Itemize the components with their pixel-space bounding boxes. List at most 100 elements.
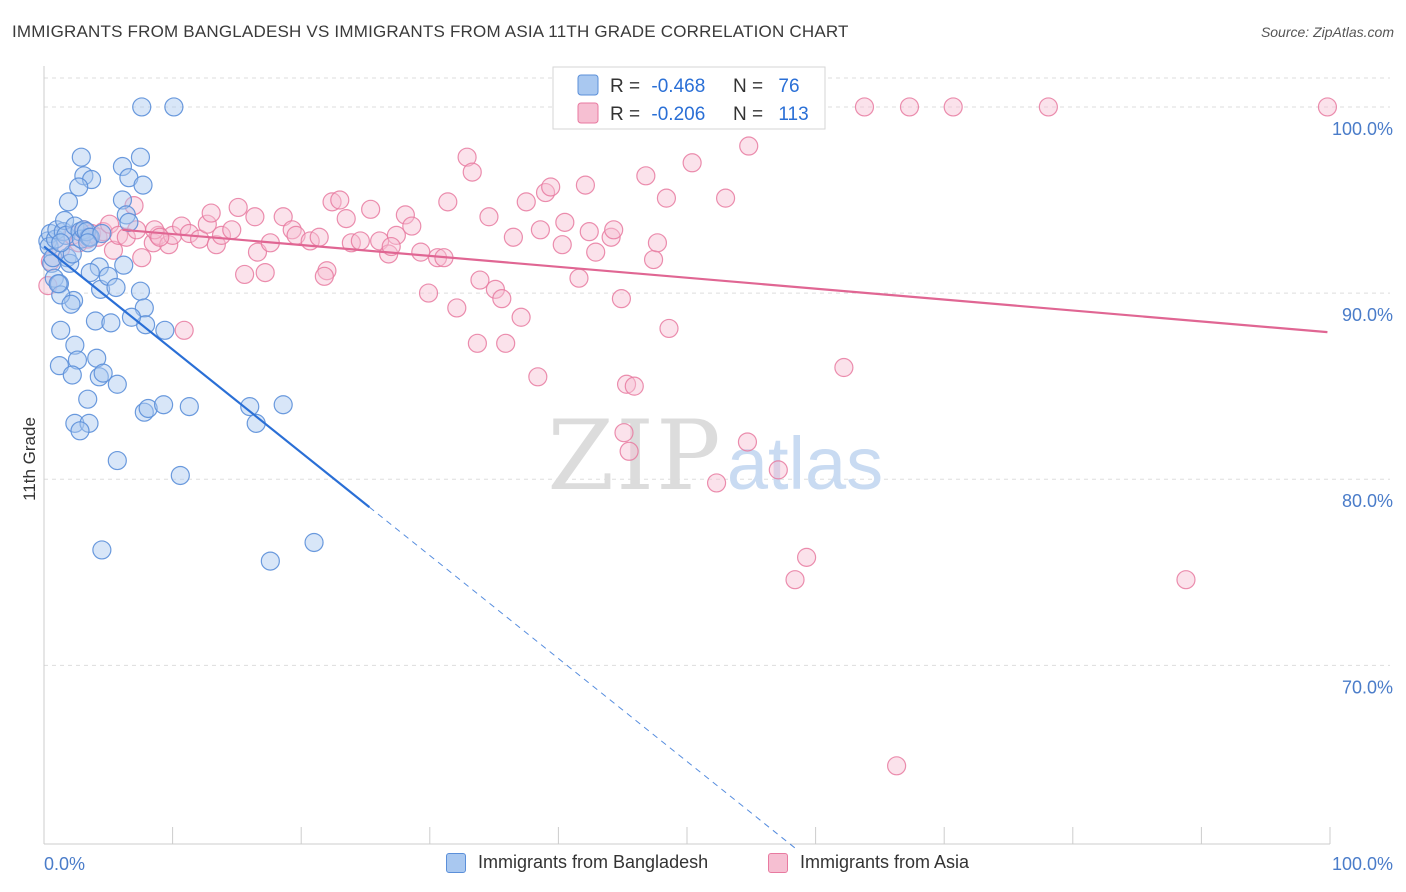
asia-point — [485, 279, 505, 299]
asia-point — [739, 136, 759, 156]
asia-point — [411, 242, 431, 262]
asia-point — [737, 432, 758, 452]
bangladesh-point — [107, 450, 127, 471]
asia-point — [235, 264, 255, 285]
bangladesh-point — [58, 192, 79, 212]
legend-n-label: N = — [733, 104, 763, 125]
svg-text:R = -0.206: R = -0.206 — [610, 104, 705, 125]
asia-point — [541, 177, 561, 197]
bangladesh-point — [92, 223, 112, 244]
bangladesh-point — [116, 205, 136, 225]
legend-n-label: N = — [733, 76, 763, 97]
asia-point — [616, 374, 637, 394]
asia-point — [579, 222, 599, 242]
y-axis-label: 11th Grade — [20, 417, 39, 501]
asia-point — [569, 268, 589, 288]
bangladesh-point — [89, 367, 109, 387]
asia-point — [636, 166, 656, 186]
asia-point — [438, 192, 458, 212]
bangladesh-point — [92, 540, 112, 560]
asia-point — [116, 227, 136, 247]
asia-point — [715, 188, 736, 208]
asia-point — [785, 570, 805, 590]
bangladesh-point — [273, 395, 293, 415]
asia-point — [503, 227, 523, 247]
legend-item-asia[interactable]: Immigrants from Asia — [768, 852, 969, 873]
bangladesh-point — [65, 335, 85, 355]
asia-point — [647, 233, 668, 253]
asia-point — [211, 225, 232, 245]
asia-point — [535, 182, 556, 203]
svg-text:N = 113: N = 113 — [733, 104, 809, 125]
bangladesh-point — [153, 395, 174, 415]
asia-point — [418, 283, 439, 303]
asia-point — [179, 223, 199, 244]
asia-point — [361, 199, 381, 219]
bangladesh-point — [130, 147, 151, 167]
bangladesh-point — [71, 147, 91, 167]
bangladesh-point — [130, 281, 151, 301]
asia-point — [174, 320, 194, 340]
bangladesh-point — [170, 465, 190, 486]
trend-lines — [43, 228, 1328, 851]
bangladesh-point — [260, 551, 280, 571]
bangladesh-point — [85, 311, 106, 331]
asia-point — [887, 756, 907, 776]
asia-point — [381, 236, 401, 257]
bangladesh-point — [114, 255, 134, 275]
legend-r-label: R = — [610, 76, 640, 97]
asia-point — [530, 220, 550, 240]
asia-point — [899, 97, 920, 117]
asia-trend-line — [122, 228, 1328, 334]
bangladesh-point — [304, 532, 324, 553]
bangladesh-point — [112, 190, 133, 210]
asia-point — [1038, 97, 1058, 117]
x-tick-label: 0.0% — [44, 854, 85, 874]
watermark-atlas: atlas — [727, 422, 883, 505]
legend-label-asia: Immigrants from Asia — [800, 852, 970, 872]
asia-point — [228, 197, 248, 218]
legend-swatch-asia — [768, 852, 788, 873]
asia-point — [457, 147, 477, 167]
asia-point — [682, 153, 702, 173]
bangladesh-point — [67, 350, 88, 370]
bangladesh-points — [38, 97, 324, 571]
svg-text:N = 76: N = 76 — [733, 76, 800, 97]
asia-point — [656, 188, 677, 208]
bangladesh-point — [119, 212, 139, 232]
bangladesh-point — [39, 236, 59, 257]
asia-point — [552, 235, 572, 255]
bangladesh-point — [133, 175, 153, 195]
bangladesh-point — [164, 97, 184, 117]
watermark: ZIP atlas — [547, 400, 883, 512]
x-tick-label: 100.0% — [1332, 854, 1393, 874]
bangladesh-point — [54, 210, 75, 231]
bangladesh-point — [132, 97, 152, 117]
y-tick-label: 90.0% — [1342, 305, 1393, 325]
tick-labels: 70.0% 80.0% 90.0% 100.0% 0.0% 100.0% — [44, 119, 1393, 874]
bangladesh-point — [101, 313, 121, 333]
asia-point — [206, 235, 226, 255]
asia-point — [611, 289, 632, 309]
y-tick-label: 70.0% — [1342, 677, 1393, 697]
asia-point — [222, 220, 242, 240]
asia-point — [336, 209, 356, 229]
legend-item-bangladesh[interactable]: Immigrants from Bangladesh — [446, 852, 708, 873]
asia-point — [768, 460, 788, 480]
asia-point — [201, 203, 221, 223]
y-tick-label: 80.0% — [1342, 491, 1393, 511]
asia-point — [386, 225, 406, 245]
bangladesh-point — [138, 398, 158, 419]
asia-point — [395, 205, 415, 225]
legend-n-value: 113 — [778, 104, 808, 125]
asia-point — [575, 175, 596, 195]
svg-text:R = -0.468: R = -0.468 — [610, 76, 705, 97]
bangladesh-point — [70, 421, 90, 441]
y-tick-label: 100.0% — [1332, 119, 1393, 139]
asia-point — [528, 367, 548, 387]
asia-point — [255, 262, 275, 283]
bangladesh-point — [107, 374, 127, 394]
asia-point — [624, 376, 644, 396]
bangladesh-point — [179, 397, 199, 417]
chart-title: IMMIGRANTS FROM BANGLADESH VS IMMIGRANTS… — [12, 22, 849, 41]
